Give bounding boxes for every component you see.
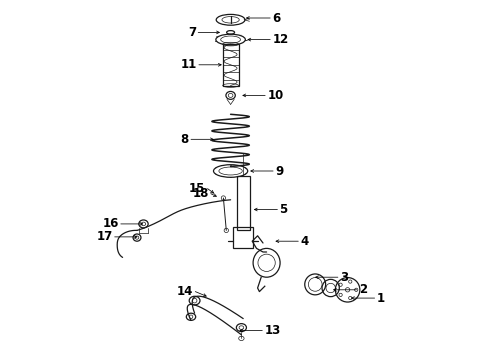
Text: 8: 8 — [181, 133, 189, 146]
Bar — [222, 44, 239, 86]
Text: 9: 9 — [275, 165, 284, 177]
Text: 6: 6 — [272, 12, 281, 24]
Text: 13: 13 — [265, 324, 281, 337]
Text: 18: 18 — [192, 187, 209, 200]
Text: 12: 12 — [272, 33, 289, 46]
Text: 4: 4 — [300, 235, 309, 248]
Bar — [237, 176, 250, 230]
Text: 5: 5 — [280, 203, 288, 216]
Text: 2: 2 — [359, 283, 367, 296]
Text: 3: 3 — [340, 271, 348, 284]
Text: 11: 11 — [180, 58, 197, 71]
Text: 10: 10 — [268, 89, 284, 102]
Text: 15: 15 — [189, 182, 205, 195]
Text: 17: 17 — [96, 230, 113, 243]
Text: 14: 14 — [177, 285, 193, 298]
Bar — [233, 227, 253, 248]
Text: 1: 1 — [377, 292, 385, 305]
Text: 7: 7 — [188, 26, 196, 39]
Text: 16: 16 — [102, 217, 119, 230]
